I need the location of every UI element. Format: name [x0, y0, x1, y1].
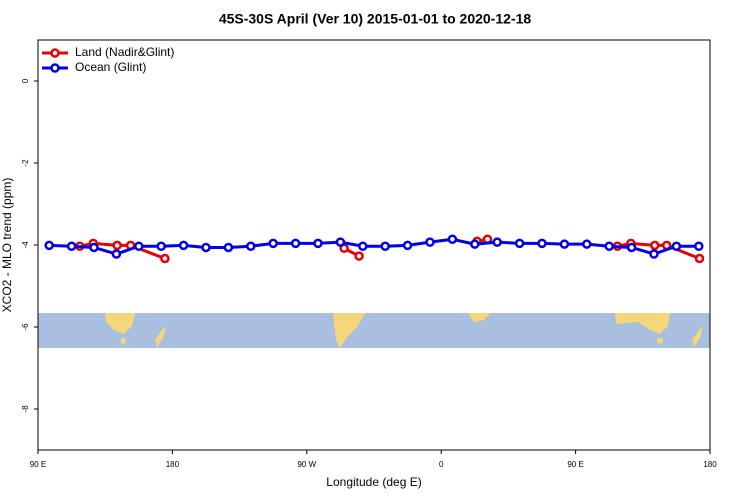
data-point [649, 249, 659, 259]
data-point [335, 237, 346, 247]
data-point [694, 253, 705, 264]
data-point [313, 238, 323, 249]
y-tick-label: 0 [21, 78, 30, 83]
data-point [134, 241, 144, 251]
chart-title: 45S-30S April (Ver 10) 2015-01-01 to 202… [219, 11, 532, 27]
x-tick-label: 180 [166, 460, 180, 469]
y-tick-label: -2 [21, 159, 30, 167]
map-strip [38, 313, 710, 348]
data-point [201, 242, 211, 253]
legend-label: Ocean (Glint) [75, 60, 146, 74]
y-tick-label: -8 [21, 405, 30, 413]
data-point [537, 238, 547, 249]
y-tick-label: -4 [21, 241, 30, 249]
legend-label: Land (Nadir&Glint) [75, 45, 174, 59]
data-point [290, 238, 301, 249]
data-point [66, 241, 77, 251]
data-point [470, 239, 480, 249]
y-axis-label: XCO2 - MLO trend (ppm) [0, 178, 14, 313]
x-tick-label: 0 [439, 460, 444, 469]
data-point [626, 242, 637, 253]
data-point [380, 241, 390, 251]
data-point [111, 249, 122, 259]
data-point [112, 240, 122, 251]
x-tick-label: 90 W [297, 460, 316, 469]
data-point [492, 237, 502, 247]
x-tick-label: 90 E [30, 460, 46, 469]
data-point [694, 241, 704, 251]
data-point [246, 241, 256, 251]
x-tick-label: 90 E [567, 460, 583, 469]
data-point [223, 242, 234, 253]
data-point [514, 238, 525, 249]
data-point [649, 240, 660, 251]
data-point [354, 251, 364, 261]
data-point [89, 242, 99, 253]
data-point [425, 237, 435, 247]
x-axis-label: Longitude (deg E) [326, 475, 421, 489]
data-point [559, 239, 570, 249]
y-tick-label: -6 [21, 323, 30, 331]
data-point [402, 240, 413, 251]
data-point [156, 241, 166, 251]
data-point [358, 241, 368, 251]
data-point [582, 239, 592, 249]
data-point [268, 238, 278, 249]
legend-marker [50, 48, 60, 58]
data-point [447, 234, 458, 245]
data-point [44, 240, 54, 251]
data-point [604, 241, 614, 251]
legend-marker [50, 63, 60, 73]
data-point [178, 240, 189, 251]
x-tick-label: 180 [703, 460, 717, 469]
data-point [160, 253, 170, 264]
data-point [671, 241, 682, 251]
